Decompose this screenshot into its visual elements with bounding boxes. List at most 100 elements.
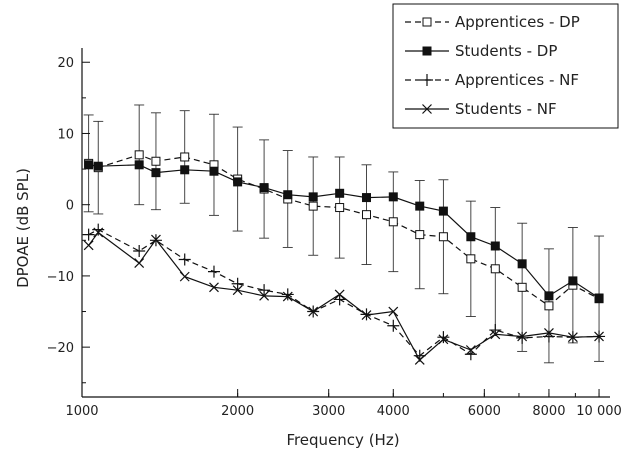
x-tick-label: 3000: [312, 404, 345, 419]
data-point-filled-square: [466, 232, 476, 242]
data-point-plus: [178, 253, 191, 266]
data-point-open-square: [517, 282, 527, 292]
x-tick-label: 6000: [468, 404, 501, 419]
series-students-nf: [83, 227, 604, 365]
data-point-filled-square: [233, 177, 243, 187]
data-point-open-square: [466, 254, 476, 264]
data-point-plus: [387, 319, 400, 332]
data-point-filled-square: [568, 276, 578, 286]
data-point-cross: [567, 332, 578, 343]
legend-label: Students - NF: [455, 100, 557, 118]
data-point-plus: [281, 288, 294, 301]
y-tick-label: 10: [57, 127, 74, 142]
legend-label: Apprentices - DP: [455, 13, 580, 31]
x-tick-label: 2000: [221, 404, 254, 419]
data-point-filled-square: [388, 192, 398, 202]
data-point-cross: [83, 240, 94, 251]
data-point-cross: [388, 306, 399, 317]
data-point-cross: [334, 289, 345, 300]
legend-entry-students-dp: Students - DP: [405, 42, 557, 60]
data-point-open-square: [422, 17, 432, 27]
data-point-cross: [93, 227, 104, 238]
data-point-plus: [516, 331, 529, 344]
legend-label: Apprentices - NF: [455, 71, 579, 89]
data-point-cross: [232, 285, 243, 296]
data-point-filled-square: [490, 241, 500, 251]
data-point-cross: [179, 271, 190, 282]
data-point-filled-square: [283, 190, 293, 200]
x-axis-title: Frequency (Hz): [286, 431, 399, 449]
data-point-filled-square: [422, 46, 432, 56]
data-point-cross: [517, 331, 528, 342]
data-point-filled-square: [517, 259, 527, 269]
data-point-plus: [207, 265, 220, 278]
data-point-open-square: [361, 210, 371, 220]
data-point-filled-square: [438, 206, 448, 216]
data-point-cross: [361, 310, 372, 321]
data-point-cross: [308, 306, 319, 317]
data-point-filled-square: [209, 166, 219, 176]
data-point-cross: [490, 329, 501, 340]
data-point-filled-square: [180, 165, 190, 175]
data-point-open-square: [490, 264, 500, 274]
data-point-cross: [594, 331, 604, 342]
data-point-cross: [438, 334, 449, 345]
data-point-open-square: [180, 152, 190, 162]
data-point-open-square: [335, 203, 345, 213]
series-students-dp: [84, 160, 604, 303]
x-tick-label: 1000: [65, 404, 98, 419]
y-tick-label: 20: [57, 56, 74, 71]
data-point-open-square: [151, 156, 161, 166]
y-tick-label: −10: [47, 270, 74, 285]
data-point-filled-square: [308, 192, 318, 202]
data-point-filled-square: [415, 201, 425, 211]
legend-label: Students - DP: [455, 42, 557, 60]
data-point-cross: [151, 234, 161, 245]
data-point-filled-square: [335, 188, 345, 198]
x-tick-label: 8000: [532, 404, 565, 419]
data-point-cross: [134, 258, 145, 269]
y-tick-label: −20: [47, 341, 74, 356]
data-point-open-square: [415, 230, 425, 240]
series-apprentices-dp: [84, 150, 604, 311]
legend: Apprentices - DP Students - DP Apprentices…: [392, 3, 619, 129]
data-point-plus: [231, 277, 244, 290]
error-bars: [83, 104, 605, 364]
data-point-filled-square: [134, 160, 144, 170]
data-point-filled-square: [544, 291, 554, 301]
data-point-open-square: [438, 232, 448, 242]
data-point-plus: [437, 331, 450, 344]
data-point-cross: [465, 345, 476, 355]
data-point-open-square: [544, 301, 554, 311]
data-point-filled-square: [93, 161, 103, 171]
data-point-cross: [209, 282, 219, 293]
series-layer: [82, 150, 606, 365]
x-tick-label: 10 000: [576, 404, 622, 419]
data-point-plus: [92, 223, 105, 236]
data-point-filled-square: [84, 160, 94, 170]
y-tick-label: 0: [66, 199, 74, 214]
data-point-cross: [282, 291, 293, 302]
data-point-plus: [82, 228, 95, 241]
data-point-filled-square: [594, 293, 604, 303]
data-point-cross: [259, 290, 270, 301]
data-point-plus: [133, 244, 146, 257]
data-point-filled-square: [361, 193, 371, 203]
data-point-filled-square: [151, 168, 161, 178]
data-point-open-square: [134, 150, 144, 160]
series-apprentices-nf: [82, 223, 606, 362]
axis-ticks: 1000 2000 3000 4000 6000 8000 10 000 20 10 0 −10 −2…: [47, 56, 622, 419]
data-point-cross: [414, 355, 425, 365]
legend-entry-apprentices-dp: Apprentices - DP: [405, 13, 580, 31]
x-tick-label: 4000: [377, 404, 410, 419]
legend-entry-apprentices-nf: Apprentices - NF: [405, 71, 579, 89]
data-point-filled-square: [259, 183, 269, 193]
data-point-cross: [544, 327, 554, 338]
data-point-plus: [421, 74, 433, 86]
data-point-plus: [333, 293, 346, 306]
data-point-cross: [422, 104, 432, 114]
data-point-open-square: [388, 217, 398, 227]
data-point-open-square: [308, 201, 318, 211]
plot-frame-layer: [81, 48, 610, 398]
